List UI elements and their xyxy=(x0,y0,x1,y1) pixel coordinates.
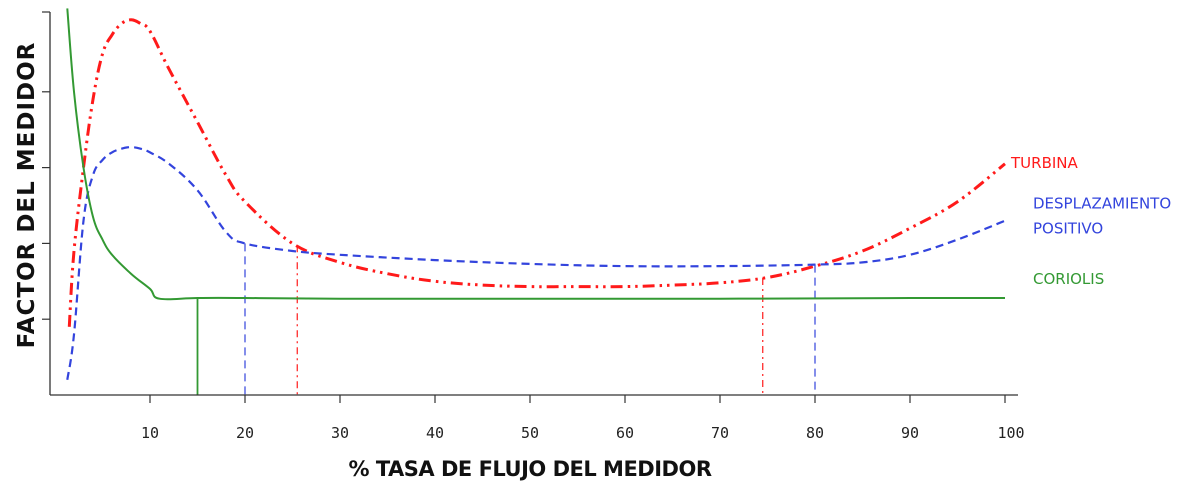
series-labels: TURBINA DESPLAZAMIENTO POSITIVO CORIOLIS xyxy=(1010,154,1171,288)
series-label-desplazamiento-positivo-line-2: POSITIVO xyxy=(1033,220,1103,238)
x-tick-label-20: 20 xyxy=(236,424,254,442)
x-tick-label-90: 90 xyxy=(901,424,919,442)
y-axis-label: FACTOR DEL MEDIDOR xyxy=(14,42,40,349)
x-tick-label-80: 80 xyxy=(806,424,824,442)
x-tick-label-30: 30 xyxy=(331,424,349,442)
y-ticks xyxy=(42,11,50,320)
axes xyxy=(49,12,1018,396)
x-tick-label-50: 50 xyxy=(521,424,539,442)
x-tick-label-40: 40 xyxy=(426,424,444,442)
x-tick-label-100: 100 xyxy=(997,424,1024,442)
series-layer xyxy=(66,8,1006,380)
x-ticks: 10 20 30 40 50 60 70 80 90 100 xyxy=(141,395,1025,442)
reference-lines xyxy=(196,243,816,395)
series-label-desplazamiento-positivo-line-1: DESPLAZAMIENTO xyxy=(1033,195,1171,213)
series-line-desplazamiento-positivo xyxy=(66,146,1006,380)
x-tick-label-10: 10 xyxy=(141,424,159,442)
series-line-coriolis xyxy=(66,8,1006,301)
x-axis-label: % TASA DE FLUJO DEL MEDIDOR xyxy=(349,457,712,481)
x-tick-label-60: 60 xyxy=(616,424,634,442)
series-label-coriolis: CORIOLIS xyxy=(1033,270,1104,288)
series-line-turbina xyxy=(67,18,1006,327)
x-tick-label-70: 70 xyxy=(711,424,729,442)
series-label-turbina: TURBINA xyxy=(1010,154,1078,172)
